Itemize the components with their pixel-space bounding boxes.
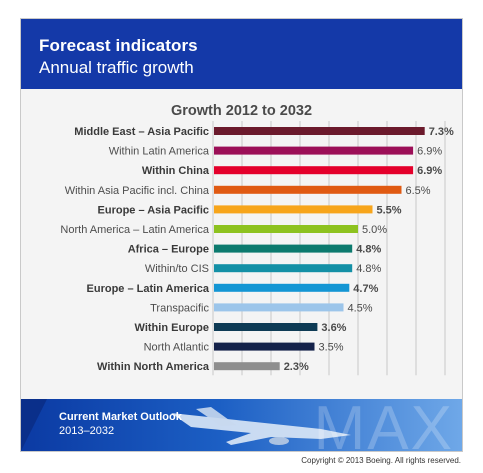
category-label: Europe – Asia Pacific	[98, 204, 209, 216]
footer-watermark: MAX	[313, 399, 454, 451]
bar	[214, 146, 414, 155]
category-label: Transpacific	[150, 302, 209, 314]
bar	[214, 342, 315, 351]
value-label: 6.9%	[417, 165, 442, 177]
bar	[214, 283, 350, 292]
category-label: Within Asia Pacific incl. China	[65, 185, 210, 197]
category-label: Middle East – Asia Pacific	[74, 126, 209, 138]
infographic-panel: Forecast indicators Annual traffic growt…	[20, 18, 463, 452]
header-subtitle: Annual traffic growth	[39, 58, 194, 77]
value-label: 5.0%	[362, 224, 387, 236]
value-label: 7.3%	[429, 126, 454, 138]
category-label: Europe – Latin America	[87, 283, 210, 295]
value-label: 6.5%	[406, 185, 431, 197]
value-label: 4.8%	[356, 244, 381, 256]
copyright-text: Copyright © 2013 Boeing. All rights rese…	[301, 456, 461, 465]
chart-title: Growth 2012 to 2032	[170, 103, 313, 119]
bar	[214, 244, 353, 253]
header-banner: Forecast indicators Annual traffic growt…	[21, 19, 462, 89]
value-label: 2.3%	[284, 361, 309, 373]
value-label: 4.5%	[348, 302, 373, 314]
bar-chart: Middle East – Asia Pacific 7.3% Within Lat…	[60, 121, 454, 376]
value-label: 5.5%	[377, 204, 402, 216]
value-label: 6.9%	[417, 146, 442, 158]
footer-years: 2013–2032	[59, 425, 115, 437]
category-label: Within Latin America	[109, 146, 210, 158]
bar	[214, 185, 402, 194]
bar	[214, 264, 353, 273]
footer-banner: MAX Current Market Outlook 2013–2032	[21, 399, 462, 451]
bar	[214, 323, 318, 331]
value-label: 4.7%	[353, 283, 378, 295]
category-label: Within China	[142, 165, 210, 177]
airplane-image	[171, 407, 351, 445]
category-label: Within North America	[97, 361, 210, 373]
category-label: North America – Latin America	[60, 224, 209, 236]
value-label: 3.5%	[319, 342, 344, 354]
footer-accent	[21, 399, 47, 451]
bar	[214, 205, 373, 214]
bar	[214, 362, 280, 371]
bar	[214, 166, 414, 175]
footer-title: Current Market Outlook	[59, 411, 182, 423]
category-label: Africa – Europe	[128, 244, 209, 256]
bar	[214, 303, 344, 312]
value-label: 4.8%	[356, 263, 381, 275]
bar	[214, 225, 358, 233]
bar	[214, 127, 425, 135]
category-label: North Atlantic	[144, 342, 210, 354]
value-label: 3.6%	[321, 322, 346, 334]
category-label: Within Europe	[135, 322, 209, 334]
category-label: Within/to CIS	[145, 263, 209, 275]
header-title: Forecast indicators	[39, 36, 198, 55]
